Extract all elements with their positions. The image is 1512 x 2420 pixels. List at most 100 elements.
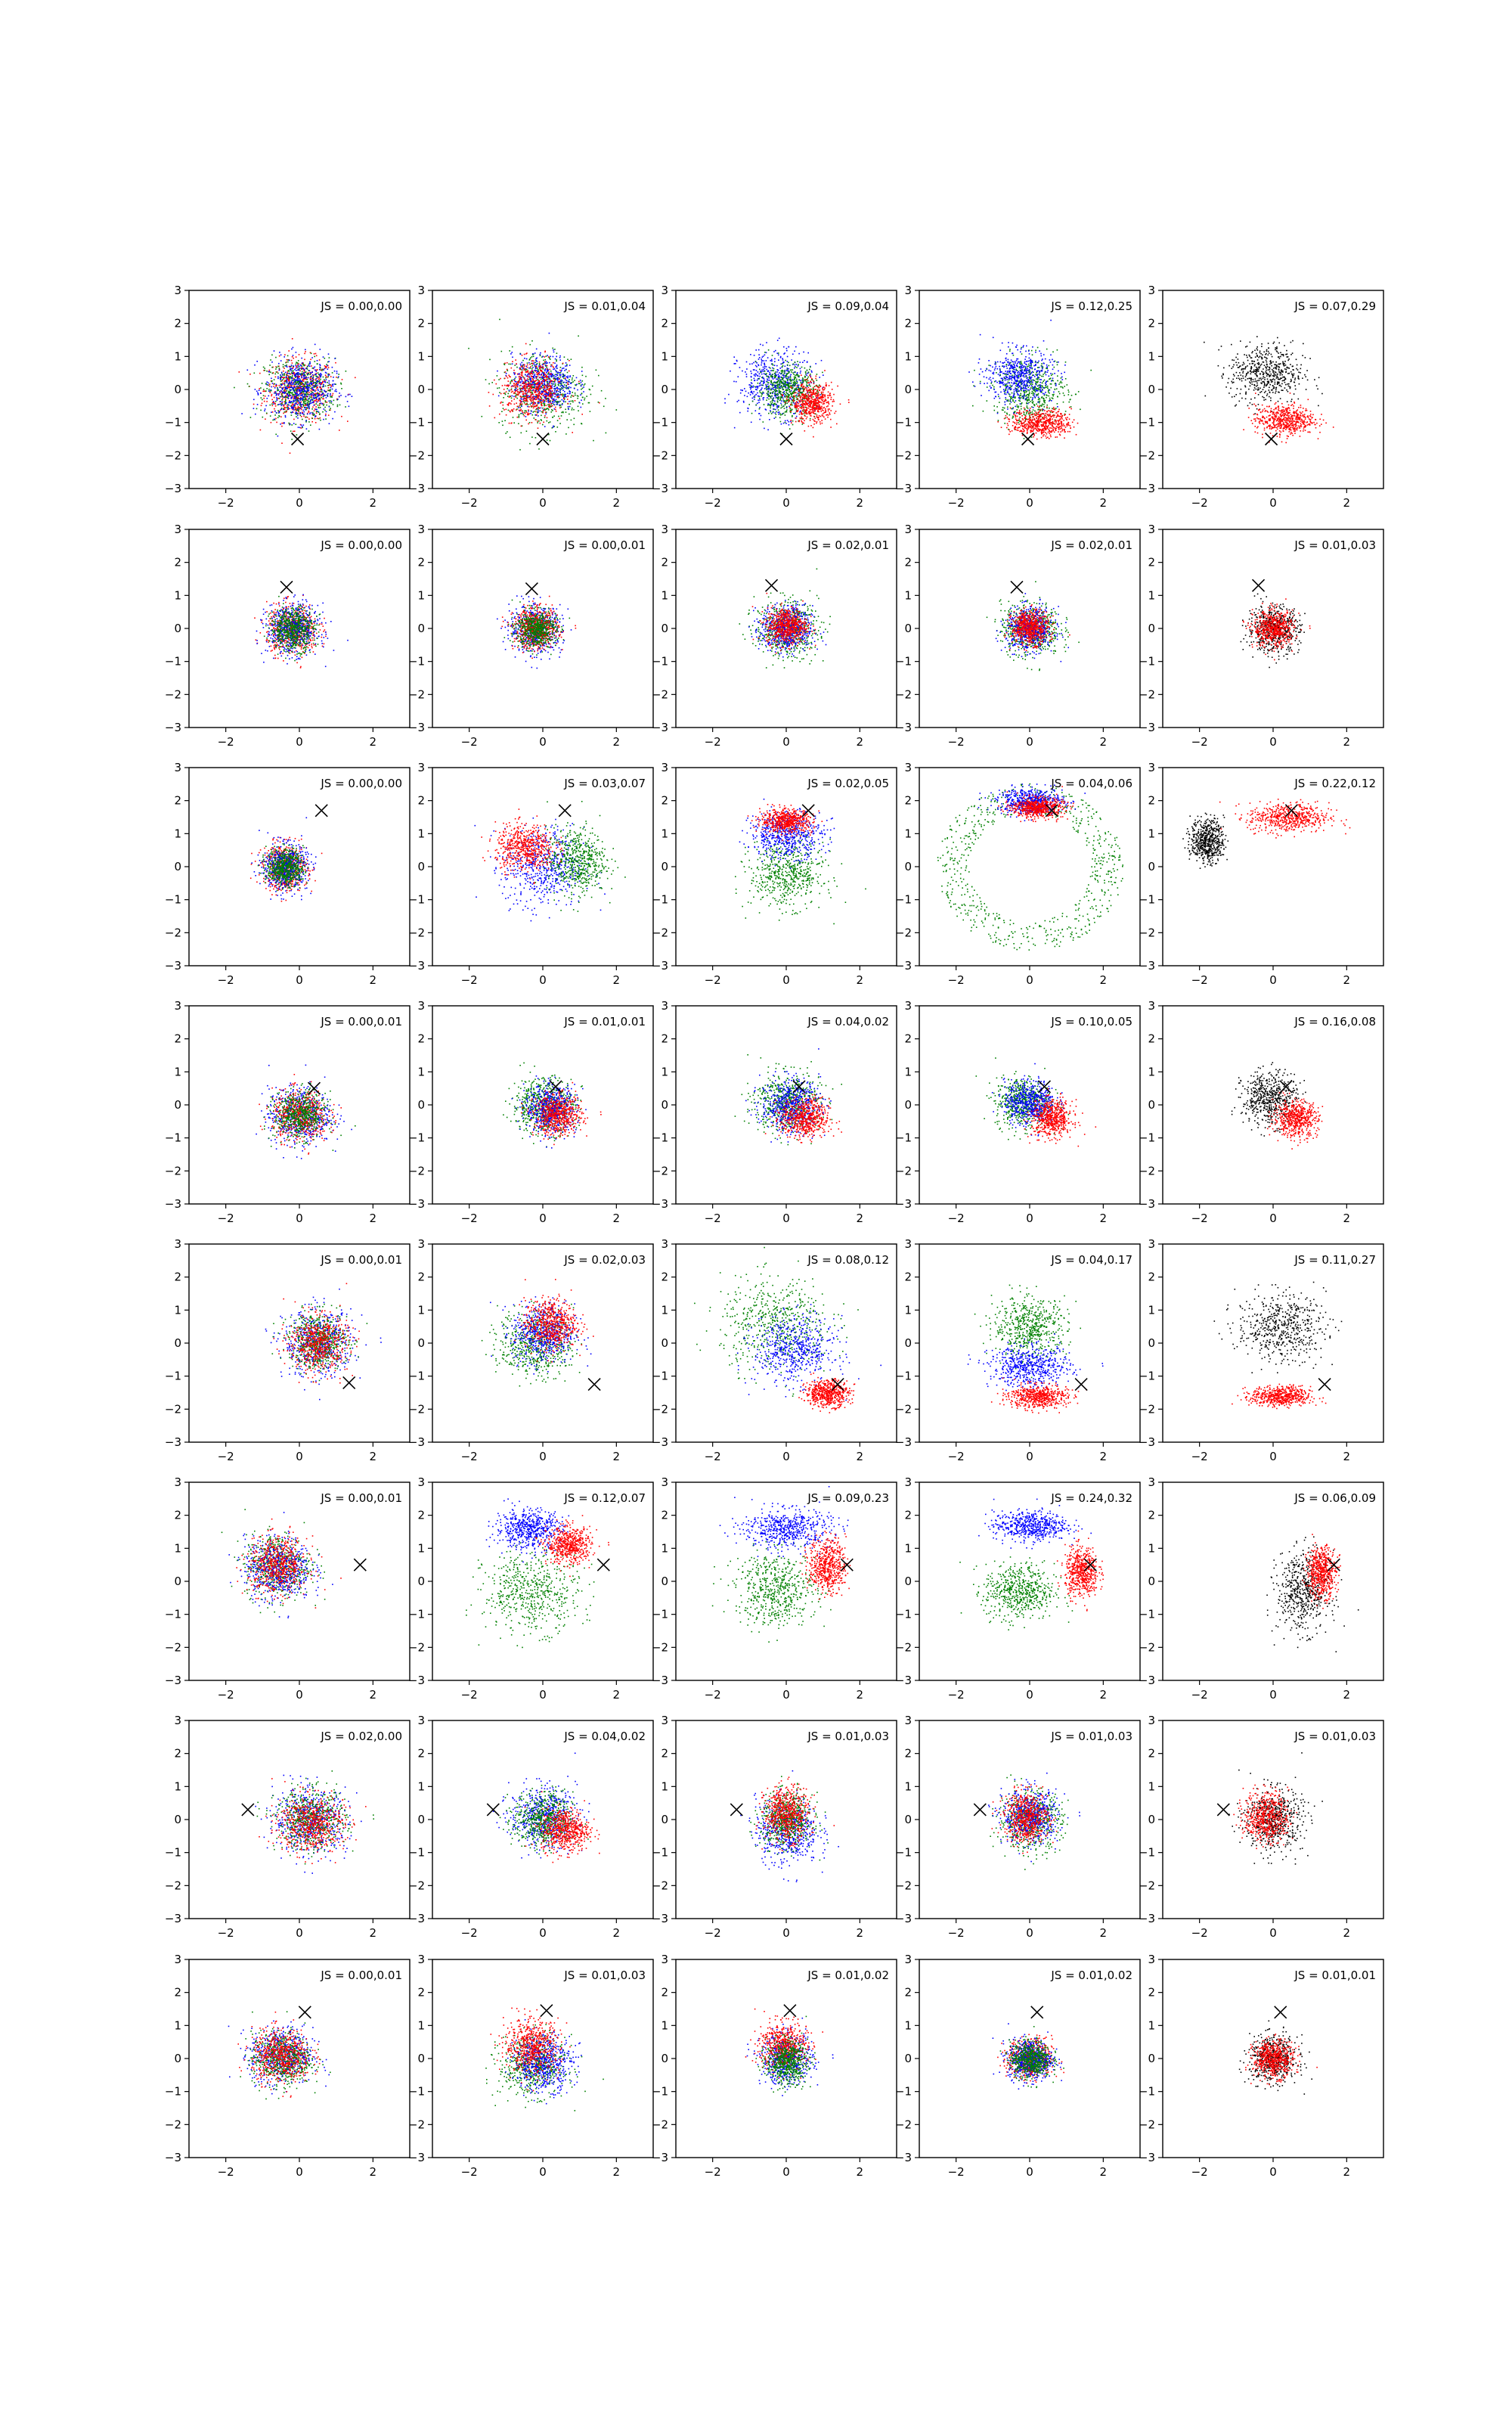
- data-point: [782, 371, 784, 372]
- data-point: [522, 376, 524, 377]
- data-point: [290, 384, 291, 386]
- data-point: [804, 400, 806, 402]
- data-point: [819, 390, 820, 392]
- data-point: [777, 369, 779, 371]
- data-point: [756, 370, 758, 371]
- data-point: [312, 380, 314, 381]
- data-point: [507, 396, 509, 397]
- data-point: [786, 383, 788, 385]
- data-point: [275, 374, 277, 375]
- data-point: [538, 396, 539, 398]
- data-point: [581, 407, 582, 408]
- data-point: [811, 389, 813, 390]
- data-point: [819, 415, 820, 417]
- data-point: [525, 353, 527, 355]
- data-point: [780, 414, 782, 416]
- data-point: [801, 408, 802, 409]
- data-point: [565, 380, 567, 382]
- data-point: [546, 355, 547, 357]
- data-point: [531, 373, 532, 374]
- data-point: [314, 370, 316, 371]
- data-point: [791, 420, 792, 421]
- data-point: [525, 389, 526, 391]
- data-point: [533, 408, 534, 409]
- data-point: [787, 380, 789, 381]
- data-point: [291, 349, 293, 350]
- data-point: [489, 359, 491, 361]
- data-point: [545, 385, 547, 386]
- data-point: [543, 422, 544, 424]
- data-point: [304, 384, 305, 386]
- data-point: [282, 389, 284, 390]
- data-point: [298, 365, 299, 367]
- data-point: [265, 370, 266, 371]
- data-point: [545, 411, 547, 413]
- data-point: [300, 399, 302, 401]
- data-point: [825, 418, 826, 420]
- data-point: [284, 402, 285, 403]
- data-point: [295, 365, 296, 367]
- data-point: [302, 390, 303, 392]
- data-point: [791, 396, 792, 397]
- data-point: [303, 405, 305, 407]
- data-point: [520, 364, 522, 365]
- data-point: [766, 360, 767, 361]
- data-point: [766, 387, 767, 389]
- data-point: [518, 382, 519, 383]
- data-point: [304, 359, 305, 361]
- data-point: [320, 420, 321, 421]
- data-point: [550, 393, 552, 395]
- data-point: [305, 386, 307, 388]
- data-point: [768, 377, 770, 379]
- data-point: [781, 371, 782, 372]
- data-point: [530, 413, 531, 414]
- data-point: [274, 379, 275, 380]
- data-point: [792, 420, 794, 422]
- data-point: [789, 407, 791, 408]
- data-point: [536, 408, 538, 409]
- data-point: [312, 395, 314, 396]
- data-point: [313, 386, 314, 388]
- data-point: [545, 405, 547, 406]
- data-point: [754, 375, 756, 377]
- data-point: [804, 411, 806, 413]
- y-tick-label: 1: [174, 349, 181, 363]
- data-point: [540, 411, 541, 412]
- data-point: [559, 423, 561, 424]
- data-point: [523, 401, 525, 402]
- y-tick-label: 1: [417, 349, 425, 363]
- data-point: [814, 386, 816, 387]
- data-point: [301, 406, 302, 408]
- data-point: [598, 402, 600, 403]
- data-point: [287, 405, 288, 407]
- data-point: [822, 388, 823, 389]
- data-point: [307, 414, 308, 415]
- data-point: [324, 408, 325, 410]
- data-point: [281, 426, 283, 427]
- data-point: [793, 401, 795, 402]
- data-point: [540, 365, 541, 367]
- data-point: [535, 368, 537, 369]
- data-point: [532, 384, 534, 386]
- data-point: [507, 404, 509, 405]
- data-point: [545, 359, 547, 361]
- data-point: [821, 408, 823, 409]
- data-point: [556, 401, 558, 402]
- data-point: [809, 398, 810, 399]
- data-point: [807, 403, 809, 405]
- data-point: [784, 400, 785, 402]
- data-point: [564, 395, 565, 396]
- data-point: [802, 410, 804, 411]
- data-point: [303, 368, 305, 369]
- data-point: [796, 379, 798, 380]
- data-point: [548, 371, 550, 373]
- data-point: [525, 383, 527, 385]
- data-point: [291, 360, 293, 361]
- data-point: [293, 403, 294, 405]
- data-point: [326, 411, 327, 413]
- data-point: [776, 371, 778, 373]
- data-point: [805, 393, 807, 395]
- data-point: [804, 360, 805, 361]
- data-point: [320, 384, 321, 386]
- data-point: [768, 371, 770, 372]
